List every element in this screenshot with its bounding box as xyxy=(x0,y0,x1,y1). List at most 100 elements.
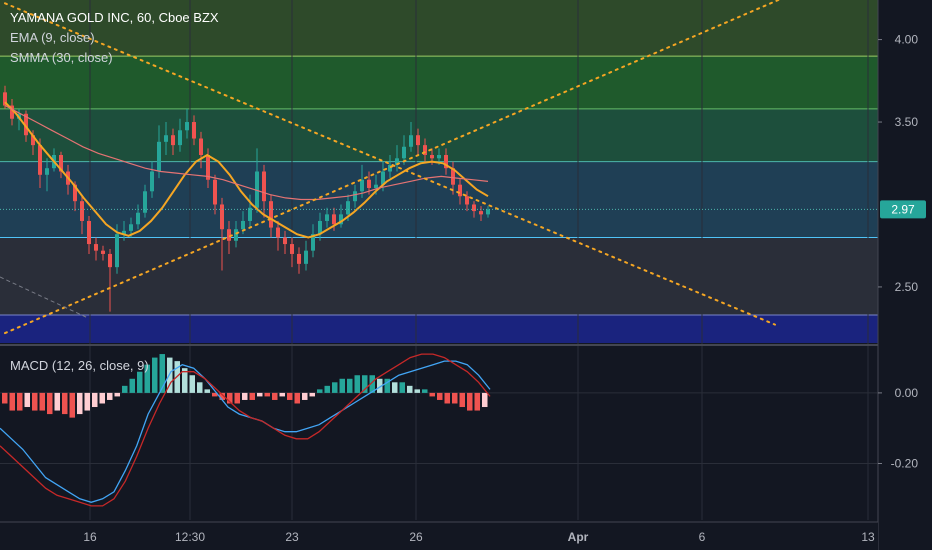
macd-histogram-bar xyxy=(354,375,360,393)
macd-histogram-bar xyxy=(17,392,23,411)
candle-body xyxy=(311,234,315,251)
candle-body xyxy=(353,191,357,202)
macd-histogram-bar xyxy=(369,375,375,393)
macd-histogram-bar xyxy=(129,378,135,393)
macd-indicator-label[interactable]: MACD (12, 26, close, 9) xyxy=(10,358,149,373)
candle-body xyxy=(241,220,245,230)
trendline xyxy=(4,2,776,326)
macd-histogram-bar xyxy=(152,357,158,393)
candle-body xyxy=(395,158,399,165)
candle-body xyxy=(248,207,252,221)
macd-histogram-bar xyxy=(204,389,210,393)
candle-body xyxy=(486,209,490,215)
macd-histogram-bar xyxy=(32,392,38,411)
candle-body xyxy=(318,220,322,235)
candle-body xyxy=(94,244,98,251)
candle-body xyxy=(143,191,147,213)
candle-body xyxy=(388,164,392,172)
time-axis xyxy=(0,522,878,550)
macd-histogram-bar xyxy=(9,392,15,411)
candle-body xyxy=(430,155,434,159)
macd-histogram-bar xyxy=(69,392,75,418)
candle-body xyxy=(157,141,161,172)
candle-body xyxy=(262,171,266,202)
macd-histogram-bar xyxy=(189,375,195,393)
macd-y-tick-label: -0.20 xyxy=(891,457,919,471)
macd-histogram-bar xyxy=(377,378,383,393)
macd-line xyxy=(0,360,491,503)
macd-histogram-bar xyxy=(257,392,263,397)
candle-body xyxy=(101,250,105,254)
x-tick-label: 26 xyxy=(409,530,423,544)
x-tick-label: 12:30 xyxy=(175,530,205,544)
macd-histogram-bar xyxy=(144,364,150,393)
ema-line xyxy=(4,101,489,239)
candle-body xyxy=(381,171,385,185)
macd-histogram-bar xyxy=(182,368,188,393)
candle-body xyxy=(10,105,14,119)
macd-histogram-bar xyxy=(414,389,420,393)
macd-histogram-bar xyxy=(339,378,345,393)
candle-body xyxy=(80,201,84,221)
smma-line xyxy=(4,104,489,201)
candle-body xyxy=(178,130,182,146)
candle-body xyxy=(45,168,49,175)
candle-body xyxy=(199,138,203,156)
macd-histogram-bar xyxy=(437,392,443,400)
candle-body xyxy=(332,214,336,225)
price-zone xyxy=(0,314,878,343)
macd-histogram-bar xyxy=(219,392,225,400)
macd-histogram-bar xyxy=(197,382,203,393)
candle-body xyxy=(402,146,406,159)
chart-legend: YAMANA GOLD INC, 60, Cboe BZX EMA (9, cl… xyxy=(10,8,219,68)
macd-histogram-bar xyxy=(317,389,323,393)
candle-body xyxy=(290,244,294,254)
candle-body xyxy=(192,122,196,139)
macd-histogram-bar xyxy=(39,392,45,411)
y-tick-label: 2.50 xyxy=(895,280,919,294)
macd-histogram-bar xyxy=(407,385,413,393)
candle-body xyxy=(304,250,308,264)
macd-histogram-bar xyxy=(212,392,218,397)
price-zone xyxy=(0,237,878,315)
candle-body xyxy=(465,196,469,205)
candle-body xyxy=(451,168,455,185)
last-price-label: 2.97 xyxy=(891,202,915,216)
candle-body xyxy=(339,214,343,225)
candle-body xyxy=(220,204,224,230)
candle-body xyxy=(59,155,63,172)
candle-body xyxy=(129,224,133,231)
x-tick-label: 23 xyxy=(285,530,299,544)
candle-body xyxy=(115,234,119,268)
candle-body xyxy=(360,179,364,192)
macd-histogram-bar xyxy=(114,392,120,397)
macd-histogram-bar xyxy=(167,357,173,393)
macd-histogram-bar xyxy=(444,392,450,404)
candle-body xyxy=(255,171,259,208)
macd-histogram-bar xyxy=(122,385,128,393)
candle-body xyxy=(31,135,35,146)
candle-body xyxy=(213,179,217,205)
macd-histogram-bar xyxy=(384,378,390,393)
candle-body xyxy=(269,201,273,228)
candle-body xyxy=(171,135,175,146)
macd-histogram-bar xyxy=(324,385,330,393)
macd-histogram-bar xyxy=(459,392,465,408)
macd-histogram-bar xyxy=(137,371,143,393)
macd-histogram-bar xyxy=(107,392,113,400)
candle-body xyxy=(150,171,154,192)
macd-histogram-bar xyxy=(24,392,30,408)
candle-body xyxy=(206,155,210,180)
projection-line xyxy=(0,276,89,319)
candle-body xyxy=(3,92,7,106)
y-tick-label: 3.50 xyxy=(895,115,919,129)
macd-histogram-bar xyxy=(429,392,435,397)
candle-body xyxy=(283,237,287,245)
macd-histogram-bar xyxy=(249,392,255,400)
smma-indicator-label[interactable]: SMMA (30, close) xyxy=(10,50,113,65)
macd-histogram-bar xyxy=(62,392,68,415)
candle-body xyxy=(73,184,77,202)
candle-body xyxy=(164,135,168,142)
ema-indicator-label[interactable]: EMA (9, close) xyxy=(10,30,95,45)
